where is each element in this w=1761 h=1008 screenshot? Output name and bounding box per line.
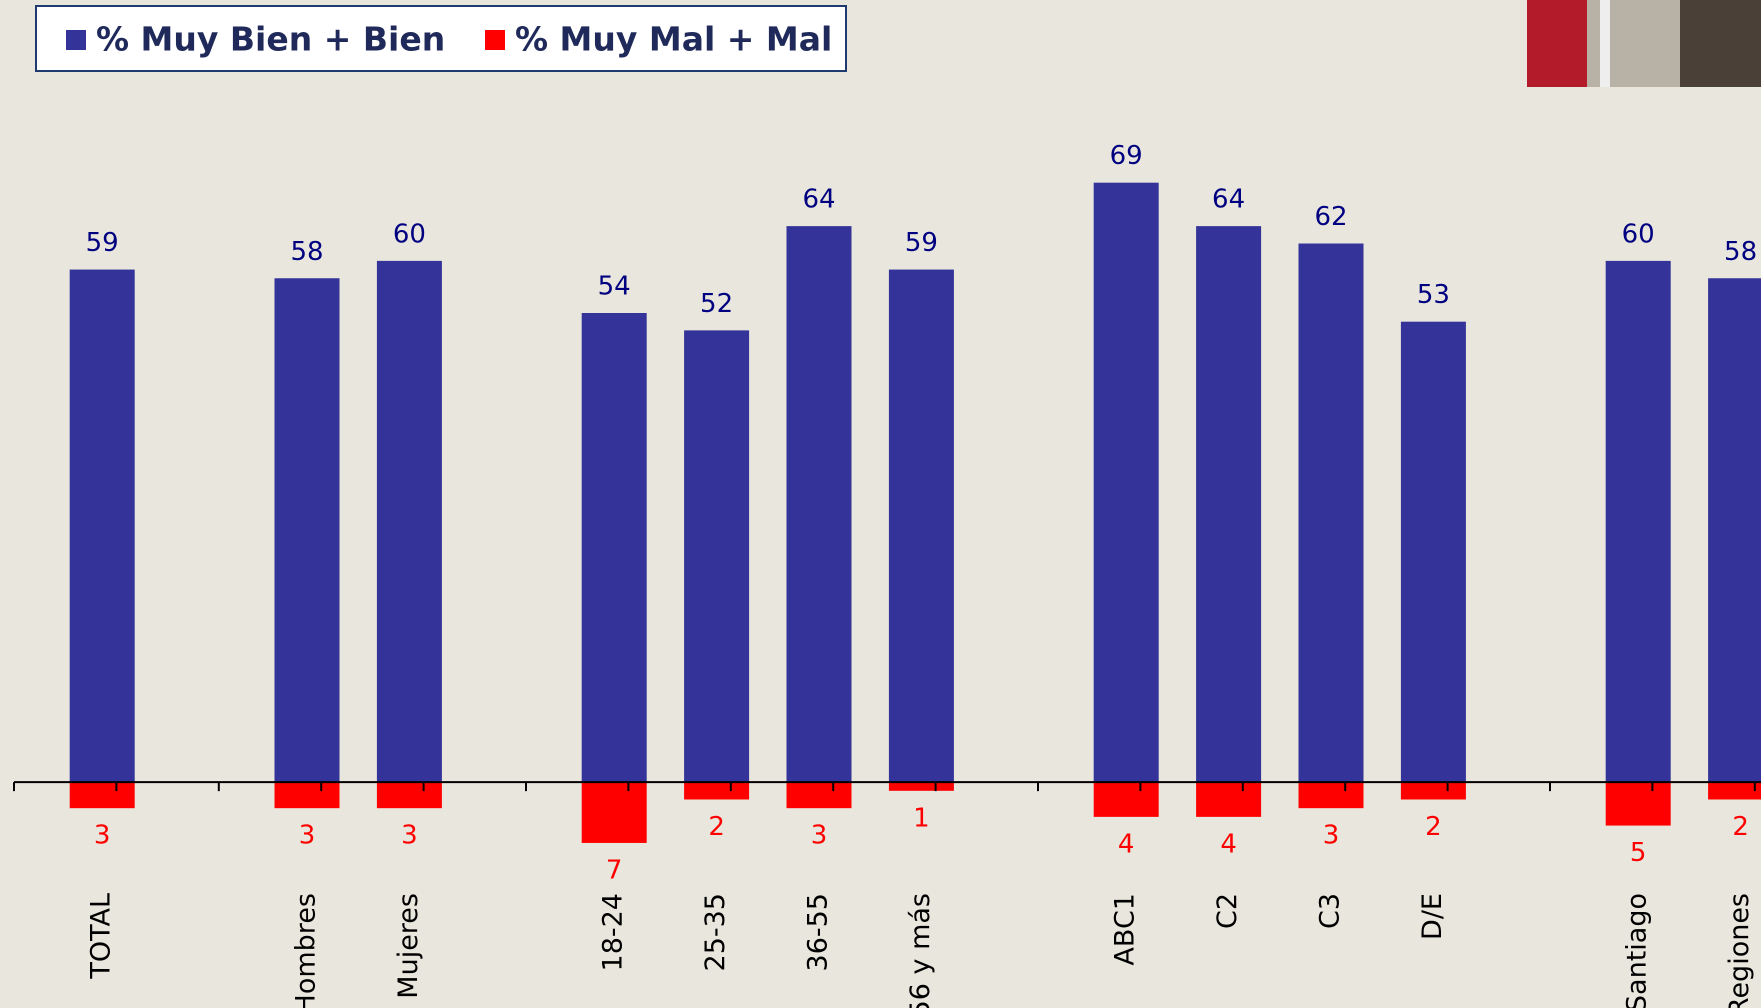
bar (786, 782, 852, 809)
bar (1400, 782, 1466, 800)
data-label: 60 (1622, 219, 1655, 249)
bar (1093, 782, 1159, 817)
x-tick-label: 18-24 (598, 893, 629, 971)
bar (1196, 782, 1262, 817)
data-label: 53 (1417, 280, 1450, 310)
legend-label: % Muy Bien + Bien (96, 20, 445, 59)
bar (1400, 321, 1466, 783)
bar (1708, 278, 1761, 783)
photo-flag (1527, 0, 1587, 87)
data-label: 69 (1110, 141, 1143, 171)
data-label: 4 (1118, 829, 1135, 859)
x-tick-label: D/E (1417, 893, 1448, 940)
data-label: 58 (1724, 237, 1757, 267)
bar (69, 269, 135, 783)
x-tick-label: Regiones (1724, 893, 1755, 1008)
x-tick-label: C2 (1212, 893, 1243, 929)
data-label: 64 (802, 185, 835, 215)
data-label: 5 (1630, 838, 1647, 868)
data-label: 4 (1220, 829, 1237, 859)
data-label: 54 (598, 272, 631, 302)
photo (1527, 0, 1761, 87)
bar (684, 330, 750, 783)
data-label: 7 (606, 855, 623, 885)
legend-box (35, 5, 847, 72)
x-tick-label: Mujeres (393, 893, 424, 999)
data-label: 3 (811, 821, 828, 851)
data-label: 1 (913, 803, 930, 833)
x-tick-label: 25-35 (700, 893, 731, 971)
data-label: 2 (1732, 812, 1749, 842)
data-label: 3 (94, 821, 111, 851)
bar (69, 782, 135, 809)
x-tick-label: 36-55 (803, 893, 834, 971)
bar (684, 782, 750, 800)
data-label: 2 (708, 812, 725, 842)
bar (1605, 782, 1671, 826)
data-label: 59 (905, 228, 938, 258)
bar (376, 260, 442, 783)
x-tick-label: TOTAL (86, 893, 117, 980)
bar (1298, 243, 1364, 783)
photo-figure (1680, 0, 1761, 87)
legend-swatch (485, 30, 505, 50)
bar (581, 782, 647, 843)
x-tick-label: Santiago (1622, 893, 1653, 1008)
data-label: 60 (393, 219, 426, 249)
bar (1605, 260, 1671, 783)
data-label: 3 (1323, 821, 1340, 851)
data-label: 59 (86, 228, 119, 258)
data-label: 3 (401, 821, 418, 851)
data-label: 52 (700, 289, 733, 319)
legend: % Muy Bien + Bien % Muy Mal + Mal (66, 20, 832, 59)
bar (1298, 782, 1364, 809)
x-tick-label: ABC1 (1110, 893, 1141, 966)
bar (274, 278, 340, 783)
data-label: 62 (1314, 202, 1347, 232)
bar (376, 782, 442, 809)
data-label: 3 (299, 821, 316, 851)
data-label: 2 (1425, 812, 1442, 842)
data-label: 58 (290, 237, 323, 267)
x-tick-label: 56 y más (905, 893, 936, 1008)
bar (1093, 182, 1159, 783)
x-tick-label: Hombres (291, 893, 322, 1008)
legend-swatch (66, 30, 86, 50)
photo-flag-white (1600, 0, 1610, 87)
bar (786, 226, 852, 783)
bar (581, 313, 647, 783)
data-label: 64 (1212, 185, 1245, 215)
x-tick-label: C3 (1315, 893, 1346, 929)
bar (888, 269, 954, 783)
bar (1196, 226, 1262, 783)
bar (888, 782, 954, 791)
bar (274, 782, 340, 809)
legend-label: % Muy Mal + Mal (515, 20, 832, 59)
bar (1708, 782, 1761, 800)
